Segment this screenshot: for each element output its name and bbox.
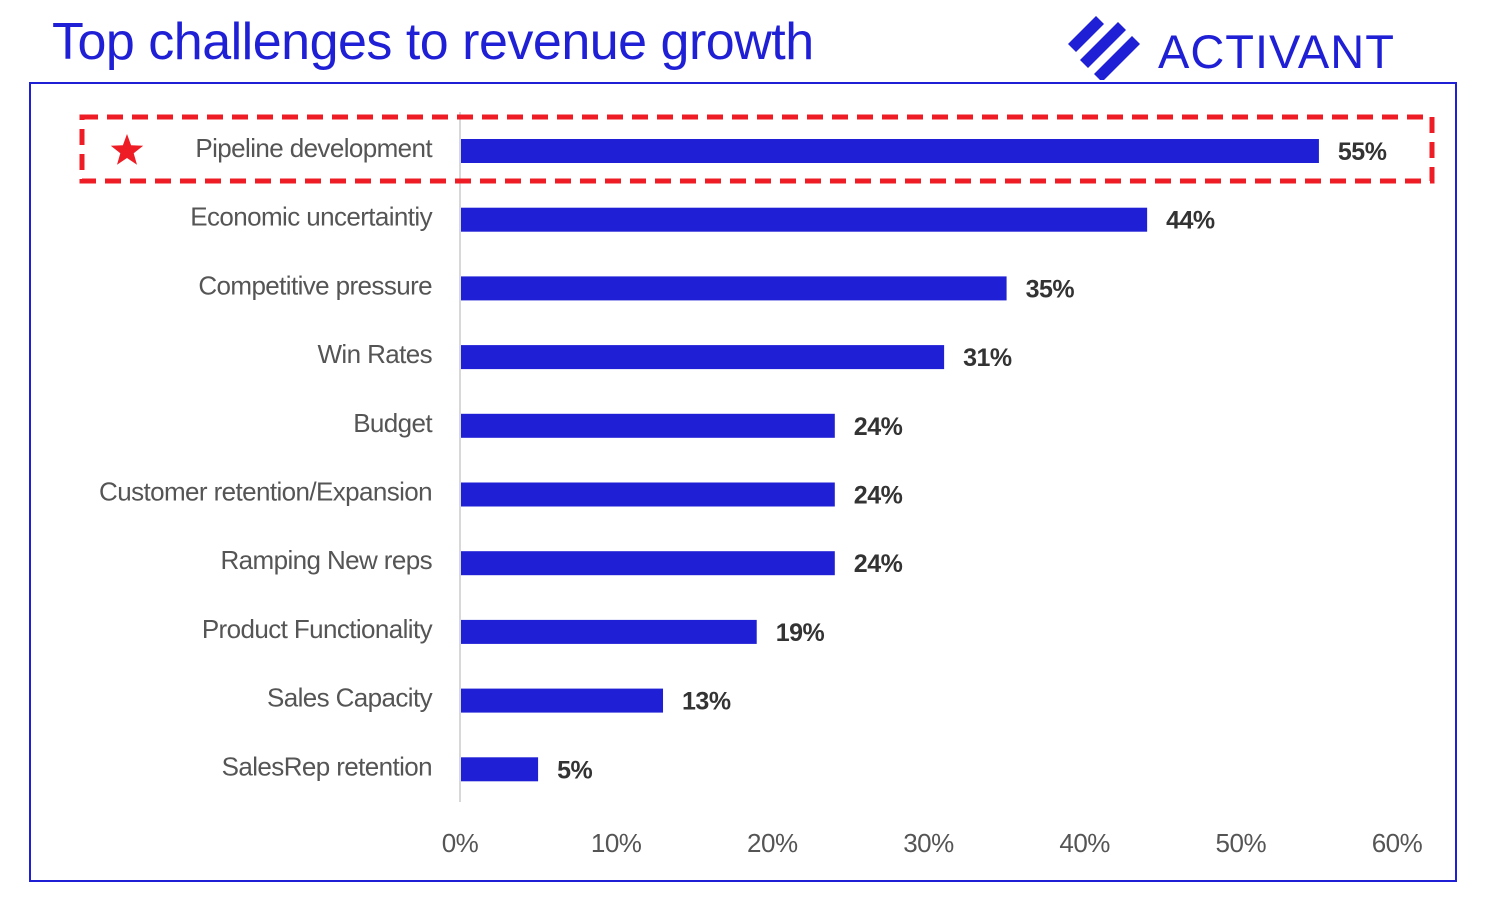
category-label: Win Rates: [317, 339, 432, 369]
bar: [461, 482, 835, 507]
value-label: 19%: [776, 619, 825, 647]
value-label: 24%: [854, 550, 903, 578]
value-label: 24%: [854, 413, 903, 441]
page-title: Top challenges to revenue growth: [52, 13, 814, 71]
x-tick-label: 60%: [1372, 828, 1423, 858]
bar: [461, 688, 664, 713]
x-tick-label: 30%: [903, 828, 954, 858]
bar: [461, 413, 835, 438]
bar: [461, 551, 835, 576]
bar: [461, 276, 1007, 301]
category-label: Economic uncertaintiy: [190, 202, 432, 232]
logo-text: ACTIVANT: [1158, 25, 1395, 78]
bar: [461, 345, 945, 370]
value-label: 31%: [963, 344, 1012, 372]
bar: [461, 757, 539, 782]
value-label: 44%: [1166, 207, 1215, 235]
category-label: Ramping New reps: [221, 545, 433, 575]
bar: [461, 619, 757, 644]
category-label: Product Functionality: [202, 614, 433, 644]
category-label: Competitive pressure: [198, 270, 432, 300]
category-label: Customer retention/Expansion: [99, 477, 432, 507]
x-tick-label: 10%: [591, 828, 642, 858]
star-icon: [110, 134, 144, 165]
x-tick-label: 20%: [747, 828, 798, 858]
value-label: 55%: [1338, 138, 1387, 166]
value-label: 24%: [854, 482, 903, 510]
category-label: Sales Capacity: [267, 683, 433, 713]
x-tick-label: 40%: [1059, 828, 1110, 858]
category-label: Budget: [353, 408, 433, 438]
chart-frame: [29, 82, 1457, 882]
activant-logo-mark-icon: [1068, 16, 1140, 80]
value-label: 5%: [557, 756, 592, 784]
x-tick-label: 0%: [442, 828, 479, 858]
activant-logo: ACTIVANT: [1066, 14, 1456, 84]
x-tick-label: 50%: [1216, 828, 1267, 858]
value-label: 13%: [682, 688, 731, 716]
highlight-box: [79, 114, 1435, 184]
bar: [461, 207, 1148, 232]
category-label: Pipeline development: [195, 133, 433, 163]
bar: [461, 139, 1319, 163]
value-label: 35%: [1026, 275, 1075, 303]
category-label: SalesRep retention: [222, 751, 432, 781]
